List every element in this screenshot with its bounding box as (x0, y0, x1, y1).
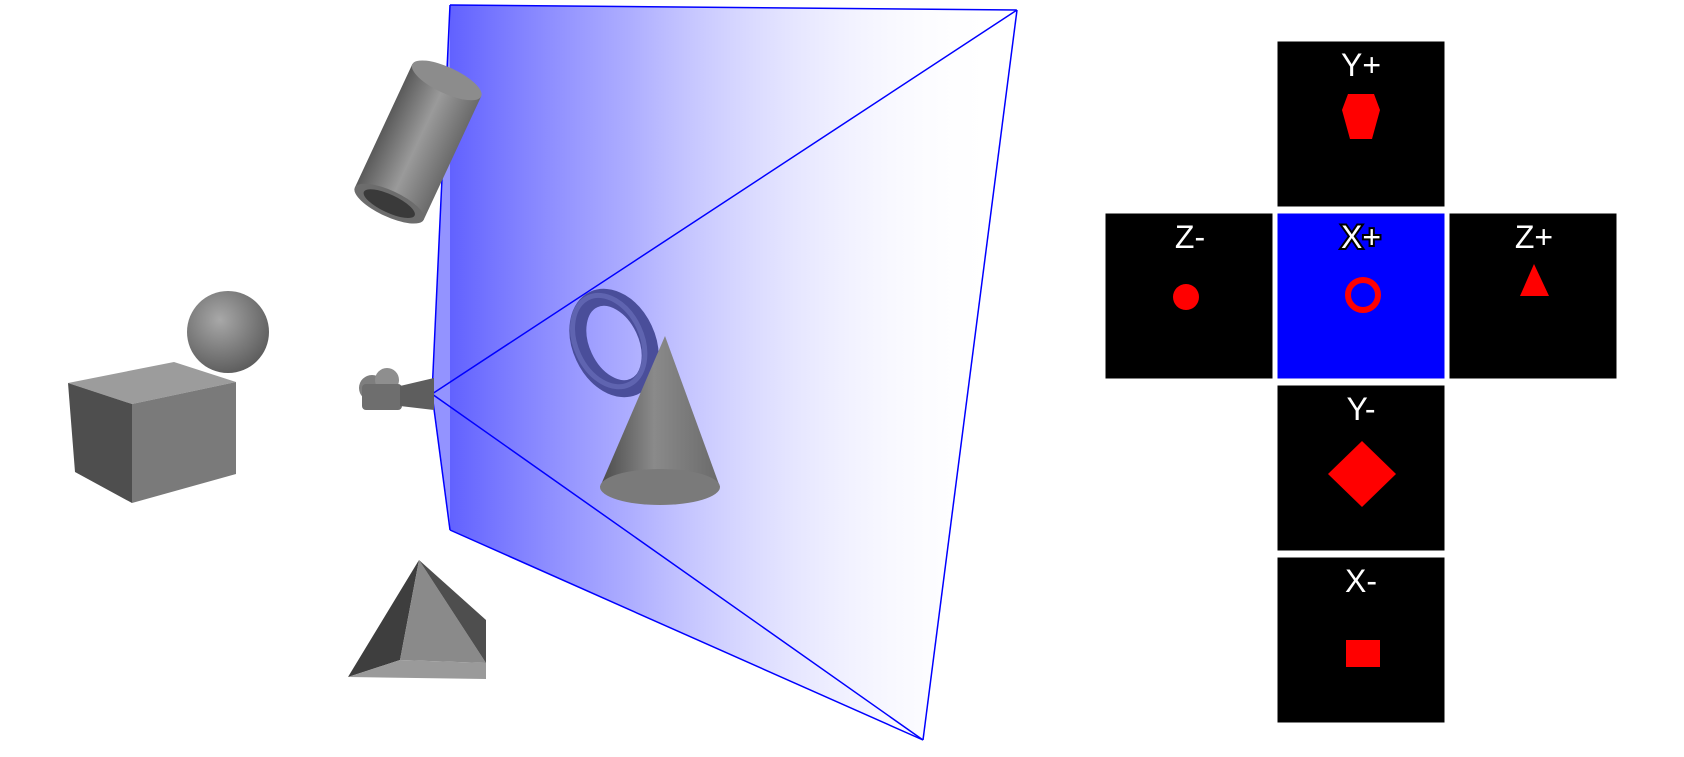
sphere-silhouette (1173, 284, 1199, 310)
face-label-z-plus: Z+ (1515, 219, 1553, 255)
face-label-y-plus: Y+ (1341, 47, 1381, 83)
sphere-icon (187, 291, 269, 373)
camera-icon (359, 368, 434, 410)
face-z-minus: Z- (1102, 210, 1276, 382)
cylinder-silhouette (1342, 94, 1380, 139)
cube-silhouette (1346, 640, 1380, 667)
cone-silhouette (1328, 441, 1396, 507)
face-y-minus: Y- (1274, 382, 1448, 554)
frustum-edges (431, 4, 1018, 741)
face-x-plus: X+ (1274, 210, 1448, 382)
cone-icon (600, 336, 720, 505)
face-label-x-plus: X+ (1341, 219, 1381, 255)
pyramid-silhouette (1520, 264, 1549, 296)
torus-silhouette (1345, 277, 1381, 313)
face-label-x-minus: X- (1345, 563, 1377, 599)
face-z-plus: Z+ (1446, 210, 1620, 382)
pyramid-icon (348, 560, 486, 679)
cube-map: Y+ Z- X+ Z+ Y- X- (1102, 38, 1620, 726)
frustum-far-plane (450, 5, 1017, 740)
cylinder-icon (354, 60, 482, 224)
face-y-plus: Y+ (1274, 38, 1448, 210)
cube-icon (68, 362, 236, 503)
face-label-z-minus: Z- (1175, 219, 1205, 255)
face-x-minus: X- (1274, 554, 1448, 726)
torus-icon (569, 288, 659, 398)
view-frustum (431, 4, 1018, 741)
face-label-y-minus: Y- (1346, 391, 1375, 427)
